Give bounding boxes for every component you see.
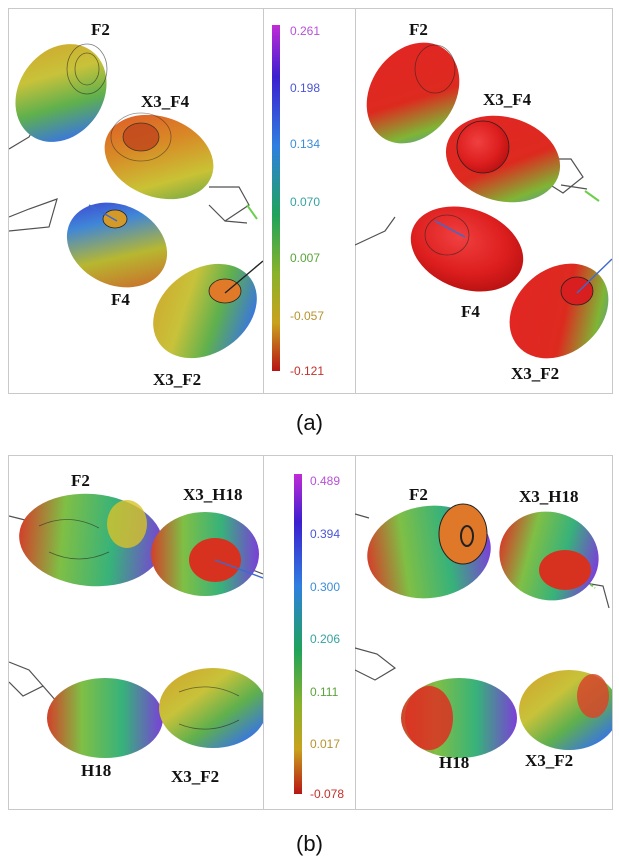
x3-h18-surface bbox=[499, 511, 599, 601]
panel-b-right-view: F2 X3_H18 H18 X3_F2 bbox=[355, 456, 612, 809]
h18-surface bbox=[401, 678, 517, 758]
label-x3-f4: X3_F4 bbox=[141, 92, 190, 111]
scale-tick: 0.206 bbox=[310, 632, 340, 646]
label-f4: F4 bbox=[111, 290, 130, 309]
x3-f2-surface bbox=[519, 670, 612, 750]
scale-tick: 0.394 bbox=[310, 527, 340, 541]
label-h18: H18 bbox=[439, 753, 469, 772]
x3-f2-surface bbox=[153, 260, 263, 359]
scale-tick: 0.489 bbox=[310, 474, 340, 488]
label-f2: F2 bbox=[91, 20, 110, 39]
scale-tick: 0.007 bbox=[290, 251, 320, 265]
label-x3-f2: X3_F2 bbox=[153, 370, 201, 389]
x3-f2-surface bbox=[159, 668, 263, 748]
scale-tick: 0.111 bbox=[310, 685, 339, 699]
x3-f2-surface bbox=[509, 258, 612, 359]
caption-b: (b) bbox=[296, 831, 323, 856]
scale-tick: 0.017 bbox=[310, 737, 340, 751]
h18-surface bbox=[47, 678, 163, 758]
scale-tick: -0.121 bbox=[290, 364, 324, 378]
label-f2: F2 bbox=[409, 20, 428, 39]
panel-b-left-view: F2 X3_H18 H18 X3_F2 bbox=[9, 456, 263, 809]
color-scale-ticks: 0.261 0.198 0.134 0.070 0.007 -0.057 -0.… bbox=[290, 24, 324, 378]
x3-f4-surface bbox=[104, 112, 214, 200]
color-scale-bar: 0.261 0.198 0.134 0.070 0.007 -0.057 -0.… bbox=[272, 24, 324, 378]
panel-b-right-surfaces: F2 X3_H18 H18 X3_F2 bbox=[355, 485, 612, 772]
label-x3-h18: X3_H18 bbox=[519, 487, 579, 506]
label-x3-f2: X3_F2 bbox=[511, 364, 559, 383]
scale-tick: -0.057 bbox=[290, 309, 324, 323]
panel-a-left-surfaces: F2 X3_F4 F4 X3_F2 bbox=[9, 20, 263, 389]
scale-tick: 0.300 bbox=[310, 580, 340, 594]
panel-b-left-surfaces: F2 X3_H18 H18 X3_F2 bbox=[9, 471, 263, 786]
f4-surface bbox=[410, 206, 524, 292]
color-scale-bar: 0.489 0.394 0.300 0.206 0.111 0.017 -0.0… bbox=[294, 474, 344, 801]
f2-surface bbox=[15, 43, 108, 142]
scale-tick: 0.134 bbox=[290, 137, 320, 151]
label-x3-f2: X3_F2 bbox=[171, 767, 219, 786]
scale-tick: 0.261 bbox=[290, 24, 320, 38]
label-x3-f4: X3_F4 bbox=[483, 90, 532, 109]
panel-b: F2 X3_H18 H18 X3_F2 0.489 0.394 0.300 0.… bbox=[8, 455, 613, 810]
color-scale-ticks: 0.489 0.394 0.300 0.206 0.111 0.017 -0.0… bbox=[310, 474, 344, 801]
panel-a: F2 X3_F4 F4 X3_F2 0.261 0.198 0.134 0.07… bbox=[8, 8, 613, 394]
label-h18: H18 bbox=[81, 761, 111, 780]
x3-h18-surface bbox=[151, 512, 263, 596]
f2-surface bbox=[367, 503, 491, 599]
scale-tick: -0.078 bbox=[310, 787, 344, 801]
label-x3-f2: X3_F2 bbox=[525, 751, 573, 770]
scale-tick: 0.070 bbox=[290, 195, 320, 209]
panel-a-right-surfaces: F2 X3_F4 F4 X3_F2 bbox=[355, 20, 612, 383]
label-f2: F2 bbox=[71, 471, 90, 490]
panel-a-right-view: F2 X3_F4 F4 X3_F2 bbox=[355, 9, 612, 393]
panel-a-left-view: F2 X3_F4 F4 X3_F2 bbox=[9, 9, 263, 393]
panel-b-color-scale: 0.489 0.394 0.300 0.206 0.111 0.017 -0.0… bbox=[263, 456, 356, 809]
label-f4: F4 bbox=[461, 302, 480, 321]
f2-surface bbox=[366, 42, 460, 144]
x3-f4-surface bbox=[445, 115, 561, 203]
caption-a: (a) bbox=[296, 410, 323, 435]
scale-tick: 0.198 bbox=[290, 81, 320, 95]
label-f2: F2 bbox=[409, 485, 428, 504]
f4-surface bbox=[66, 202, 168, 288]
f2-surface bbox=[19, 493, 163, 587]
panel-a-color-scale: 0.261 0.198 0.134 0.070 0.007 -0.057 -0.… bbox=[263, 9, 356, 393]
label-x3-h18: X3_H18 bbox=[183, 485, 243, 504]
